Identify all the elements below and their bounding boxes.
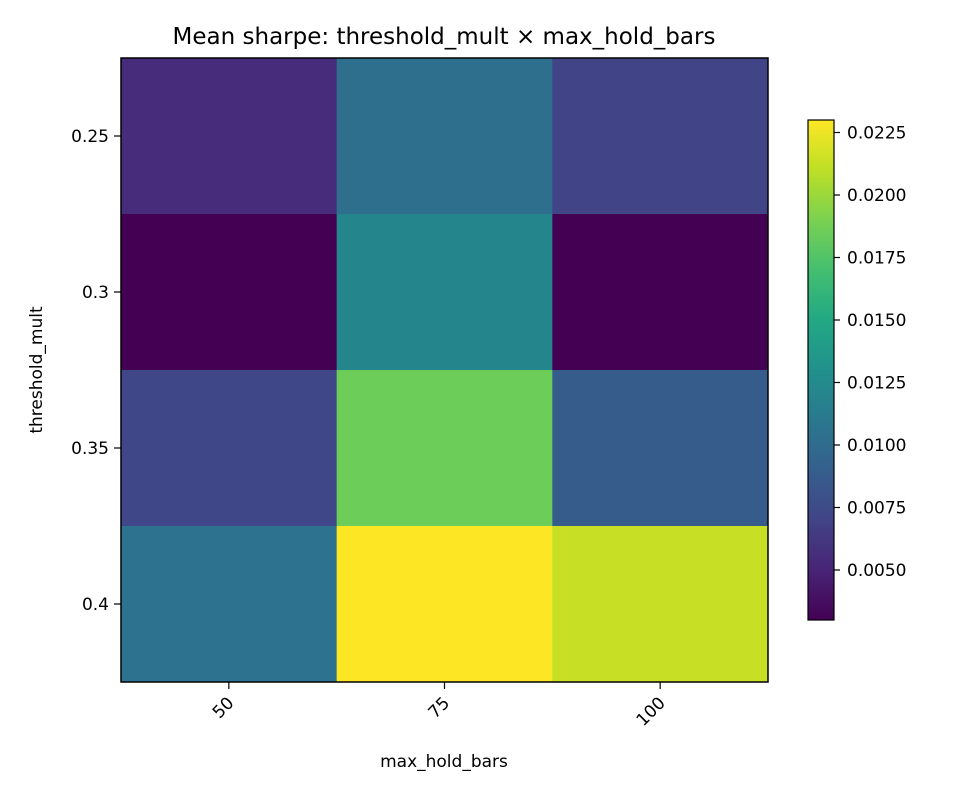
heatmap-cell-r0-c2 <box>552 58 769 215</box>
y-tick-label: 0.4 <box>82 595 109 615</box>
colorbar-tick-label: 0.0175 <box>847 249 906 269</box>
x-tick-label: 50 <box>209 693 238 722</box>
heatmap-cell-r0-c0 <box>121 58 338 215</box>
colorbar-tick-label: 0.0100 <box>847 436 906 456</box>
heatmap-cell-r3-c2 <box>552 526 769 683</box>
heatmap-cell-r0-c1 <box>336 58 553 215</box>
colorbar-fill <box>808 120 834 620</box>
y-tick-label: 0.35 <box>71 439 109 459</box>
colorbar-tick-label: 0.0050 <box>847 561 906 581</box>
y-axis-label: threshold_mult <box>27 306 47 434</box>
heatmap-cell-r1-c2 <box>552 214 769 371</box>
colorbar-tick-label: 0.0200 <box>847 186 906 206</box>
colorbar-tick-label: 0.0125 <box>847 374 906 394</box>
x-axis-label: max_hold_bars <box>380 752 508 772</box>
heatmap-cell-r2-c0 <box>121 370 338 527</box>
colorbar-ticks: 0.0050 0.0075 0.0100 0.0125 0.0150 0.0175 0.02… <box>834 124 906 581</box>
heatmap-cell-r1-c1 <box>336 214 553 371</box>
y-axis-ticks: 0.25 0.3 0.35 0.4 <box>71 127 121 615</box>
colorbar-tick-label: 0.0075 <box>847 499 906 519</box>
x-axis-ticks: 50 75 100 <box>209 682 670 730</box>
colorbar-tick-label: 0.0225 <box>847 124 906 144</box>
heatmap-cell-r3-c0 <box>121 526 338 683</box>
colorbar-frame <box>807 119 835 621</box>
y-tick-label: 0.3 <box>82 283 109 303</box>
x-tick-label: 75 <box>425 693 454 722</box>
x-tick-label: 100 <box>633 693 670 730</box>
heatmap-cells <box>121 58 769 683</box>
heatmap-cell-r1-c0 <box>121 214 338 371</box>
heatmap-cell-r2-c2 <box>552 370 769 527</box>
heatmap-cell-r2-c1 <box>336 370 553 527</box>
y-tick-label: 0.25 <box>71 127 109 147</box>
colorbar-tick-label: 0.0150 <box>847 311 906 331</box>
colorbar: 0.0050 0.0075 0.0100 0.0125 0.0150 0.0175 0.02… <box>807 119 906 621</box>
chart-title: Mean sharpe: threshold_mult × max_hold_b… <box>173 24 716 50</box>
heatmap-cell-r3-c1 <box>336 526 553 683</box>
